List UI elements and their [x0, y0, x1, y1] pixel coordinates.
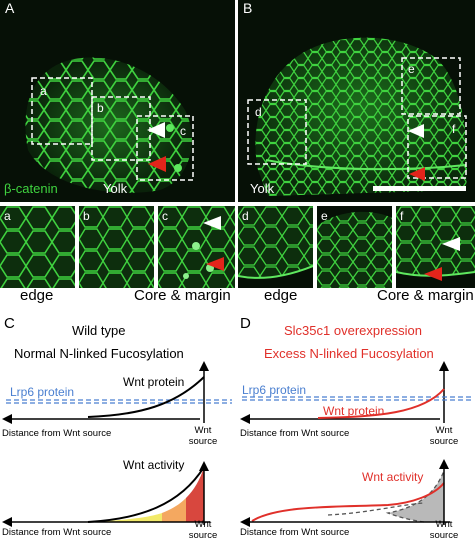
panel-d-subtitle: Excess N-linked Fucosylation [264, 346, 434, 361]
panel-d-axis-label-top: Distance from Wnt source [240, 428, 350, 439]
thumb-label-d: d [242, 209, 249, 223]
red-arrow-icon [206, 257, 224, 271]
thumbnail-d: d [238, 206, 313, 288]
thumbnail-e: e [317, 206, 392, 288]
caption-core-left: Core & margin [134, 287, 231, 304]
panel-d-title: Slc35c1 overexpression [284, 323, 423, 338]
white-arrow-icon [203, 216, 221, 230]
stain-label: β-catenin [4, 181, 58, 196]
panel-d-source-label-top: Wnt source [429, 425, 459, 447]
thumbnail-a: a [0, 206, 75, 288]
panel-c-wnt-protein-label: Wnt protein [123, 375, 185, 389]
yolk-label-b: Yolk [250, 181, 275, 196]
inset-label-f: f [452, 122, 456, 136]
thumbnail-f: f [396, 206, 475, 288]
panel-label-a: A [5, 0, 15, 16]
wnt-protein-curve [87, 376, 205, 418]
white-arrow-icon [408, 124, 424, 138]
wnt-activity-curve [251, 482, 445, 522]
panel-a-image [0, 0, 235, 202]
panel-d-source-label-bottom: Wnt source [429, 519, 459, 541]
panel-label-c: C [4, 315, 15, 332]
panel-c-subtitle: Normal N-linked Fucosylation [14, 346, 184, 361]
thumbnail-c: c [158, 206, 235, 288]
panel-b-image [238, 0, 475, 202]
panel-c-axis-label-bottom: Distance from Wnt source [2, 527, 112, 538]
caption-core-right: Core & margin [377, 287, 474, 304]
inset-label-c: c [180, 124, 186, 138]
panel-d-schematic [240, 361, 471, 527]
panel-c-axis-label-top: Distance from Wnt source [2, 428, 112, 439]
wnt-activity-curve [87, 466, 205, 523]
red-arrow-icon [148, 156, 166, 172]
panel-c-source-label-top: Wnt source [188, 425, 218, 447]
wnt-protein-curve [317, 388, 445, 419]
thumb-label-f: f [400, 209, 404, 223]
yolk-label-a: Yolk [103, 181, 128, 196]
white-arrow-icon [442, 237, 460, 251]
scale-bar [373, 186, 466, 191]
panel-label-d: D [240, 315, 251, 332]
thumb-label-c: c [162, 209, 168, 223]
panel-d-wnt-activity-label: Wnt activity [362, 470, 424, 484]
inset-label-b: b [97, 101, 104, 115]
micrograph-panel-b: B d e f Yolk [238, 0, 475, 202]
micrograph-panel-a: A a b c β-catenin Yolk [0, 0, 235, 202]
thumb-label-b: b [83, 209, 90, 223]
red-arrow-icon [409, 167, 425, 181]
red-arrow-icon [424, 267, 442, 281]
white-arrow-icon [147, 122, 165, 138]
caption-edge-left: edge [20, 287, 54, 304]
thumb-label-a: a [4, 209, 11, 223]
thumb-label-e: e [321, 209, 328, 223]
panel-c-wnt-activity-label: Wnt activity [123, 458, 185, 472]
panel-d-lrp6-label: Lrp6 protein [242, 383, 307, 397]
panel-d-axis-label-bottom: Distance from Wnt source [240, 527, 350, 538]
inset-label-a: a [40, 84, 47, 98]
panel-d-wnt-protein-label: Wnt protein [323, 404, 385, 418]
panel-c-title: Wild type [72, 323, 126, 338]
thumbnail-b: b [79, 206, 154, 288]
panel-c-schematic [2, 361, 232, 527]
panel-c-lrp6-label: Lrp6 protein [10, 385, 75, 399]
inset-label-d: d [255, 105, 262, 119]
panel-label-b: B [243, 0, 253, 16]
inset-label-e: e [408, 62, 415, 76]
panel-c-source-label-bottom: Wnt source [188, 519, 218, 541]
caption-edge-right: edge [264, 287, 298, 304]
